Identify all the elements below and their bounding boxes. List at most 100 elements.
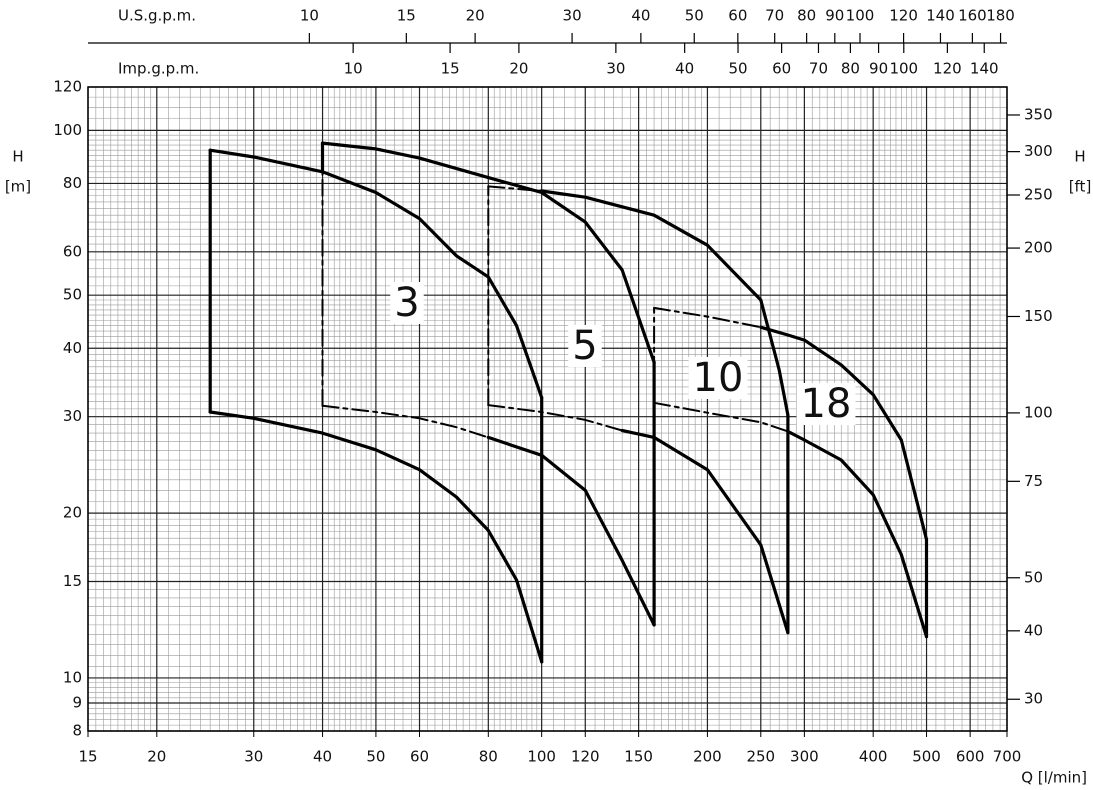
curve — [653, 306, 762, 329]
top-axis-tick-label: 120 — [933, 60, 962, 78]
top-axis-label: U.S.g.p.m. — [118, 7, 196, 25]
top-axis-tick-label: 180 — [986, 7, 1015, 25]
curve — [208, 410, 544, 664]
curve-label: 18 — [801, 381, 852, 427]
x-tick-label: 400 — [859, 748, 888, 766]
y-tick-label: 120 — [53, 78, 82, 96]
top-axis-tick-label: 80 — [841, 60, 860, 78]
y-tick-label: 9 — [72, 693, 82, 711]
curve — [486, 435, 656, 627]
top-axis-tick-label: 20 — [509, 60, 528, 78]
top-axis-tick-label: 50 — [685, 7, 704, 25]
y-tick-label: 40 — [63, 339, 82, 357]
y-tick-label: 30 — [63, 407, 82, 425]
top-axis-tick-label: 40 — [631, 7, 650, 25]
x-tick-label: 40 — [313, 748, 332, 766]
x-tick-label: 150 — [624, 748, 653, 766]
plot-border — [87, 86, 1008, 732]
top-axis-tick-label: 60 — [728, 7, 747, 25]
y2-tick-label: 40 — [1024, 621, 1043, 639]
top-axis-tick-label: 40 — [675, 60, 694, 78]
top-axis-tick-label: 60 — [772, 60, 791, 78]
curve — [653, 401, 789, 433]
y2-tick-label: 100 — [1024, 403, 1053, 421]
y-tick-label: 60 — [63, 242, 82, 260]
top-axis-tick-label: 50 — [728, 60, 747, 78]
x-tick-label: 20 — [147, 748, 166, 766]
curve — [320, 141, 656, 364]
y-tick-label: 20 — [63, 504, 82, 522]
top-axis-tick-label: 10 — [344, 60, 363, 78]
y2-tick-label: 200 — [1024, 239, 1053, 257]
top-axis-tick-label: 140 — [926, 7, 955, 25]
y-tick-label: 80 — [63, 174, 82, 192]
x-tick-label: 60 — [410, 748, 429, 766]
top-axis-tick-label: 70 — [809, 60, 828, 78]
label-background — [688, 357, 748, 399]
x-tick-label: 500 — [912, 748, 941, 766]
x-tick-label: 200 — [693, 748, 722, 766]
x-tick-label: 120 — [571, 748, 600, 766]
y2-tick-label: 50 — [1024, 568, 1043, 586]
top-axis-tick-label: 15 — [441, 60, 460, 78]
y-tick-label: 50 — [63, 286, 82, 304]
y-tick-label: 100 — [53, 121, 82, 139]
top-axis-tick-label: 80 — [797, 7, 816, 25]
top-axis-tick-label: 30 — [563, 7, 582, 25]
curve-label: 10 — [693, 355, 744, 401]
y-tick-label: 8 — [72, 722, 82, 740]
x-tick-label: 80 — [479, 748, 498, 766]
x-tick-label: 700 — [993, 748, 1022, 766]
curve — [620, 428, 790, 635]
top-axis-tick-label: 20 — [466, 7, 485, 25]
x-tick-label: 300 — [790, 748, 819, 766]
y-tick-label: 15 — [63, 572, 82, 590]
curve — [759, 325, 929, 542]
curve — [786, 429, 929, 639]
y2-tick-label: 250 — [1024, 186, 1053, 204]
top-axis-tick-label: 100 — [846, 7, 875, 25]
x-tick-label: 250 — [746, 748, 775, 766]
top-axis-tick-label: 30 — [606, 60, 625, 78]
top-axis-tick-label: 140 — [970, 60, 999, 78]
y-label: H — [12, 148, 23, 166]
curve-label: 5 — [572, 323, 597, 369]
x-tick-label: 30 — [244, 748, 263, 766]
x-tick-label: 100 — [527, 748, 556, 766]
x-label: Q [l/min] — [1021, 769, 1087, 787]
label-background — [390, 282, 424, 324]
top-axis-tick-label: 90 — [869, 60, 888, 78]
y-unit: [m] — [5, 178, 31, 196]
y-tick-label: 10 — [63, 668, 82, 686]
top-axis-tick-label: 120 — [889, 7, 918, 25]
top-axis-tick-label: 15 — [397, 7, 416, 25]
curve — [487, 185, 543, 192]
y2-tick-label: 350 — [1024, 105, 1053, 123]
x-tick-label: 50 — [366, 748, 385, 766]
top-axis-tick-label: 160 — [958, 7, 987, 25]
top-axis-tick-label: 10 — [300, 7, 319, 25]
y2-label: H — [1074, 148, 1085, 166]
x-tick-label: 600 — [956, 748, 985, 766]
label-background — [568, 325, 602, 367]
curve — [208, 148, 544, 400]
curve — [540, 189, 790, 417]
top-axis-tick-label: 70 — [765, 7, 784, 25]
x-tick-label: 15 — [78, 748, 97, 766]
curve — [321, 404, 490, 439]
top-axis-label: Imp.g.p.m. — [118, 60, 199, 78]
curve-label: 3 — [394, 280, 419, 326]
curve — [487, 404, 624, 432]
y2-unit: [ft] — [1069, 178, 1092, 196]
y2-tick-label: 150 — [1024, 307, 1053, 325]
y2-tick-label: 300 — [1024, 142, 1053, 160]
y2-tick-label: 75 — [1024, 472, 1043, 490]
grid — [87, 86, 1008, 732]
top-axis-tick-label: 100 — [889, 60, 918, 78]
top-axis-tick-label: 90 — [825, 7, 844, 25]
label-background — [796, 383, 856, 425]
y2-tick-label: 30 — [1024, 690, 1043, 708]
